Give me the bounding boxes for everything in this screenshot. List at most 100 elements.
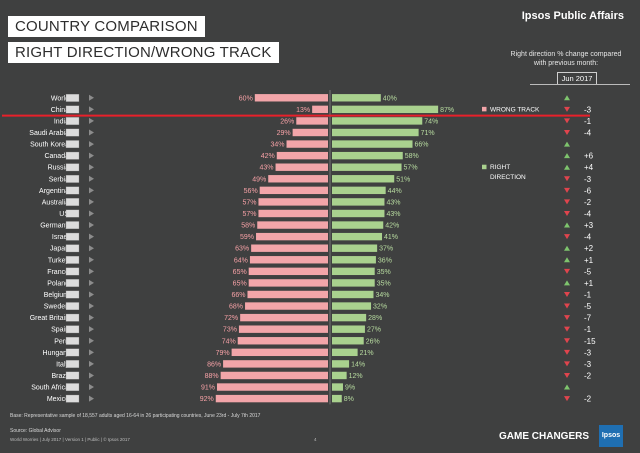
right-direction-value: 42% [385, 223, 399, 230]
right-direction-value: 27% [367, 327, 381, 334]
change-up-icon [564, 384, 570, 390]
wrong-track-value: 60% [239, 95, 253, 102]
change-value: -6 [584, 186, 592, 195]
flag-icon [65, 151, 80, 160]
change-value: -3 [584, 360, 592, 369]
flag-icon [65, 256, 80, 264]
footer-meta: World Worries | July 2017 | Version 1 | … [10, 437, 130, 442]
right-direction-value: 9% [345, 385, 355, 392]
flag-icon [65, 279, 80, 287]
right-direction-value: 14% [351, 361, 365, 368]
change-down-icon [564, 268, 570, 274]
change-up-icon [564, 141, 570, 147]
wrong-track-bar [220, 371, 328, 380]
country-label: Great Britain [30, 315, 69, 322]
wrong-track-bar [223, 360, 328, 368]
right-direction-bar [332, 371, 347, 380]
wrong-track-bar [215, 394, 328, 403]
flag-icon [65, 360, 80, 368]
right-direction-bar [332, 198, 385, 206]
right-direction-value: 71% [421, 130, 435, 137]
wrong-track-bar [216, 383, 328, 391]
change-value: -4 [584, 233, 592, 242]
change-down-icon [564, 396, 570, 402]
right-direction-bar [332, 232, 383, 241]
country-label: Canada [44, 153, 69, 160]
row-arrow-icon [89, 268, 94, 275]
flag-icon [65, 117, 80, 125]
country-label: Serbia [49, 176, 69, 183]
country-label: Germany [40, 223, 69, 230]
right-direction-value: 32% [373, 304, 387, 311]
wrong-track-bar [248, 267, 328, 276]
wrong-track-value: 58% [241, 223, 255, 230]
row-arrow-icon [89, 256, 94, 263]
title-line-1: COUNTRY COMPARISON [8, 16, 205, 37]
base-note: Base: Representative sample of 18,557 ad… [10, 413, 261, 419]
change-down-icon [564, 372, 570, 378]
wrong-track-bar [258, 209, 328, 218]
change-down-icon [564, 326, 570, 332]
right-direction-bar [332, 105, 439, 114]
change-value: -3 [584, 175, 592, 184]
flag-icon [65, 128, 80, 137]
change-value: -4 [584, 128, 592, 137]
change-value: -1 [584, 290, 592, 299]
wrong-track-bar [268, 175, 328, 183]
change-value: +4 [584, 163, 594, 172]
wrong-track-value: 74% [222, 338, 236, 345]
flag-icon [65, 371, 80, 380]
change-value: -1 [584, 325, 592, 334]
legend-wrong-swatch [482, 106, 487, 112]
right-direction-value: 21% [360, 350, 374, 357]
change-value: -3 [584, 105, 592, 114]
change-value: -5 [584, 302, 592, 311]
wrong-track-value: 65% [233, 269, 247, 276]
change-down-icon [564, 129, 570, 135]
wrong-track-bar [296, 117, 328, 125]
wrong-track-value: 79% [216, 350, 230, 357]
row-arrow-icon [89, 372, 94, 379]
right-direction-bar [332, 290, 374, 299]
row-arrow-icon [89, 279, 94, 286]
wrong-track-bar [245, 302, 328, 310]
right-direction-bar [332, 313, 367, 322]
right-direction-value: 34% [375, 292, 389, 299]
wrong-track-bar [257, 221, 328, 229]
country-label: South Korea [30, 142, 69, 149]
wrong-track-bar [248, 279, 328, 287]
flag-icon [65, 186, 80, 195]
wrong-track-value: 66% [231, 292, 245, 299]
row-arrow-icon [89, 326, 94, 333]
wrong-track-value: 68% [229, 304, 243, 311]
country-label: World [51, 95, 69, 102]
change-value: -15 [584, 337, 596, 346]
row-arrow-icon [89, 141, 94, 148]
wrong-track-value: 56% [244, 188, 258, 195]
change-value: +6 [584, 152, 594, 161]
right-direction-bar [332, 348, 358, 357]
wrong-track-value: 29% [277, 130, 291, 137]
right-direction-value: 26% [366, 338, 380, 345]
country-label: Mexico [47, 396, 69, 403]
country-label: Belgium [44, 292, 69, 299]
change-down-icon [564, 303, 570, 309]
right-direction-bar [332, 325, 365, 333]
row-arrow-icon [89, 291, 94, 298]
wrong-track-bar [251, 244, 328, 252]
right-direction-value: 35% [377, 269, 391, 276]
change-down-icon [564, 338, 570, 344]
wrong-track-bar [286, 140, 328, 148]
country-label: Italy [56, 361, 69, 368]
legend-wrong-label: WRONG TRACK [490, 106, 540, 113]
flag-icon [65, 337, 80, 345]
country-label: Argentina [39, 188, 69, 195]
row-arrow-icon [89, 175, 94, 182]
row-arrow-icon [89, 106, 94, 113]
flag-icon [65, 163, 80, 172]
flag-icon [65, 140, 80, 149]
change-up-icon [564, 222, 570, 228]
wrong-track-value: 88% [205, 373, 219, 380]
change-value: +3 [584, 221, 594, 230]
change-down-icon [564, 176, 570, 182]
